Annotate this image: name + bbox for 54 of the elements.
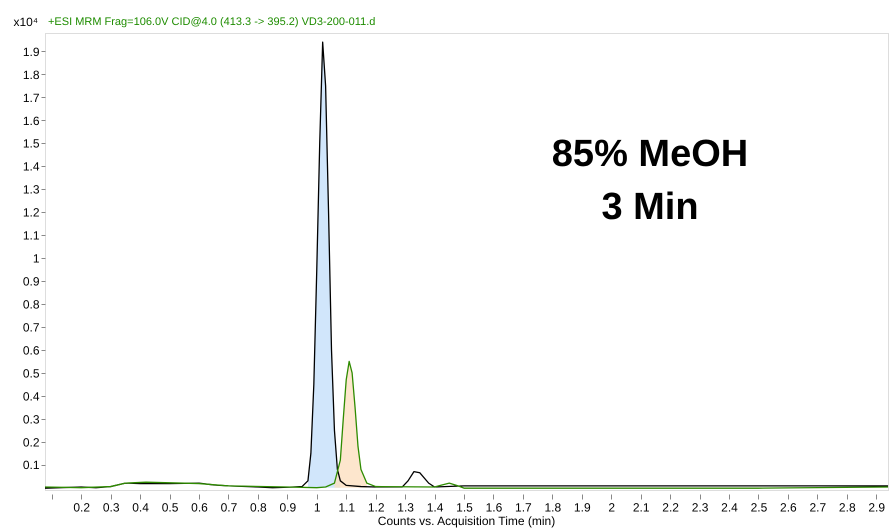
x-tick-label: 1.4 <box>426 500 444 514</box>
annotation: 85% MeOH <box>552 133 748 175</box>
x-tick-label: 2.2 <box>662 500 680 514</box>
y-tick-label: 0.5 <box>22 366 40 380</box>
y-tick-label: 1.3 <box>22 182 40 197</box>
y-tick-label: 1.8 <box>22 68 40 82</box>
y-tick-label: 1.5 <box>22 136 40 151</box>
x-tick-label: 0.7 <box>220 500 238 514</box>
x-tick-label: 1.8 <box>544 500 562 514</box>
y-tick-label: 1.9 <box>22 44 40 59</box>
x-tick-label: 2.9 <box>868 500 886 514</box>
annotation: 3 Min <box>601 186 699 228</box>
x-tick-label: 1.6 <box>486 500 503 514</box>
x-tick-label: 2.7 <box>809 500 826 514</box>
x-tick-label: 0.5 <box>162 500 179 514</box>
x-tick-label: 1.7 <box>515 500 532 514</box>
x-tick-label: 1.2 <box>368 500 385 514</box>
line-series <box>45 360 888 489</box>
x-tick-label: 1.1 <box>338 500 356 514</box>
text: +ESI MRM Frag=106.0V CID@4.0 (413.3 -> 395.2) VD3-200-011.d <box>48 16 376 28</box>
x-tick-label: 0.8 <box>250 500 268 514</box>
y-tick-label: 0.9 <box>22 274 40 289</box>
y-tick-label: 1.1 <box>22 228 40 243</box>
x-tick-label: 2 <box>608 500 616 514</box>
x-tick-label: 2.5 <box>750 500 768 514</box>
x-tick-label: 2.8 <box>838 500 856 514</box>
y-tick-label: 1 <box>32 252 40 266</box>
y-axis-title: x10⁴ <box>13 15 38 29</box>
x-tick-label: 1.5 <box>456 500 474 514</box>
y-tick-label: 0.3 <box>22 412 40 426</box>
x-tick-label: 0.3 <box>102 500 120 514</box>
y-tick-label: 1.7 <box>22 90 40 105</box>
y-tick-label: 0.1 <box>22 458 40 472</box>
line-series <box>45 42 888 489</box>
y-tick-label: 0.7 <box>22 320 40 334</box>
y-tick-label: 1.2 <box>22 206 40 220</box>
x-tick-label: 0.9 <box>279 500 296 514</box>
y-tick-label: 1.4 <box>22 160 40 174</box>
y-tick-label: 0.2 <box>22 435 40 450</box>
x-tick-label: 2.4 <box>721 500 738 514</box>
y-tick-label: 0.8 <box>22 297 40 312</box>
x-tick-label: 0.2 <box>73 500 90 514</box>
y-tick-label: 0.6 <box>22 343 40 358</box>
y-tick-label: 0.4 <box>22 389 40 404</box>
x-tick-label: 1 <box>314 500 321 514</box>
x-tick-label: 1.3 <box>397 500 414 514</box>
y-tick-label: 1.6 <box>22 114 40 128</box>
x-tick-label: 2.6 <box>780 500 798 514</box>
x-tick-label: 1.9 <box>574 500 591 514</box>
x-axis-title: Counts vs. Acquisition Time (min) <box>378 514 556 528</box>
x-tick-label: 2.3 <box>692 500 709 514</box>
x-tick-label: 0.4 <box>132 500 150 514</box>
x-tick-label: 2.1 <box>632 500 650 514</box>
x-tick-label: 0.6 <box>191 500 208 514</box>
